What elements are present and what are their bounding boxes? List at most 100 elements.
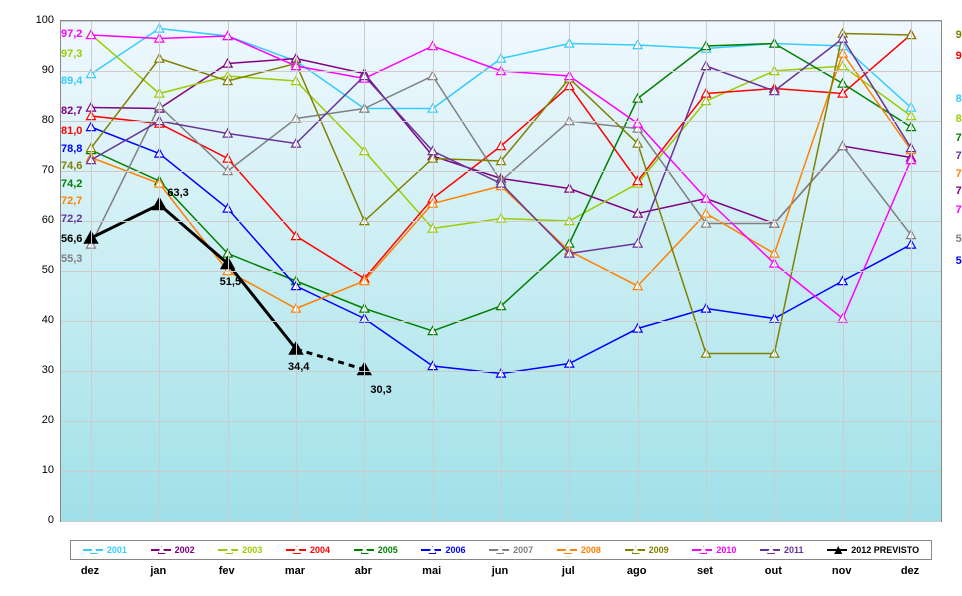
- legend-item: 2012 PREVISTO: [827, 545, 919, 555]
- legend-marker-icon: [361, 546, 369, 554]
- y-tick-label: 100: [36, 14, 54, 26]
- v-gridline: [228, 21, 229, 521]
- start-label: 55,3: [61, 253, 82, 265]
- start-label: 74,6: [61, 160, 82, 172]
- legend-label: 2009: [649, 545, 669, 555]
- legend-marker-icon: [496, 546, 504, 554]
- legend-marker-icon: [632, 546, 640, 554]
- y-tick-label: 40: [42, 314, 54, 326]
- end-label: 78,8: [956, 132, 962, 144]
- x-tick-label: ago: [627, 565, 647, 577]
- v-gridline: [159, 21, 160, 521]
- point-label: 34,4: [288, 361, 309, 373]
- x-tick-label: fev: [219, 565, 235, 577]
- legend-item: 2008: [557, 545, 601, 555]
- x-tick-label: jul: [562, 565, 575, 577]
- legend-marker-icon: [293, 546, 301, 554]
- legend-label: 2003: [242, 545, 262, 555]
- y-tick-label: 90: [42, 64, 54, 76]
- legend-line-icon: [625, 549, 645, 551]
- v-gridline: [296, 21, 297, 521]
- v-gridline: [774, 21, 775, 521]
- y-tick-label: 70: [42, 164, 54, 176]
- legend-label: 2012 PREVISTO: [851, 545, 919, 555]
- legend-marker-icon: [699, 546, 707, 554]
- end-label: 97,2: [956, 29, 962, 41]
- legend-item: 2001: [83, 545, 127, 555]
- legend-item: 2011: [760, 545, 804, 555]
- x-tick-label: mai: [422, 565, 441, 577]
- legend-line-icon: [692, 549, 712, 551]
- y-tick-label: 10: [42, 464, 54, 476]
- end-label: 72,7: [956, 185, 962, 197]
- legend-item: 2005: [354, 545, 398, 555]
- legend-line-icon: [354, 549, 374, 551]
- end-label: 97,3: [956, 50, 962, 62]
- x-tick-label: abr: [355, 565, 372, 577]
- start-label: 81,0: [61, 125, 82, 137]
- start-label: 97,3: [61, 48, 82, 60]
- start-label: 82,7: [61, 105, 82, 117]
- end-label: 74,6: [956, 150, 962, 162]
- legend-item: 2004: [286, 545, 330, 555]
- y-tick-label: 0: [48, 514, 54, 526]
- legend-marker-icon: [90, 546, 98, 554]
- legend-marker-icon: [225, 546, 233, 554]
- legend-item: 2009: [625, 545, 669, 555]
- start-label: 56,6: [61, 233, 82, 245]
- v-gridline: [501, 21, 502, 521]
- x-tick-label: nov: [832, 565, 852, 577]
- gridline: [61, 521, 941, 522]
- legend-item: 2006: [421, 545, 465, 555]
- x-tick-label: set: [697, 565, 713, 577]
- v-gridline: [843, 21, 844, 521]
- point-label: 30,3: [370, 384, 391, 396]
- end-label: 57,2: [956, 233, 962, 245]
- v-gridline: [706, 21, 707, 521]
- legend-item: 2010: [692, 545, 736, 555]
- legend-line-icon: [83, 549, 103, 551]
- chart-container: Energia Armazenada (%EARmax) 01020304050…: [10, 10, 952, 586]
- point-label: 63,3: [167, 187, 188, 199]
- legend-label: 2010: [716, 545, 736, 555]
- v-gridline: [569, 21, 570, 521]
- legend-line-icon: [151, 549, 171, 551]
- legend-item: 2007: [489, 545, 533, 555]
- y-tick-label: 50: [42, 264, 54, 276]
- legend-label: 2002: [175, 545, 195, 555]
- legend-label: 2008: [581, 545, 601, 555]
- start-label: 72,2: [61, 213, 82, 225]
- x-tick-label: jun: [492, 565, 509, 577]
- legend: 2001 2002 2003 2004 2005 2006 2007 2008 2009 2010…: [70, 540, 932, 560]
- legend-line-icon: [421, 549, 441, 551]
- legend-line-icon: [827, 549, 847, 551]
- end-label: 81,0: [956, 113, 962, 125]
- legend-label: 2004: [310, 545, 330, 555]
- legend-label: 2011: [784, 545, 804, 555]
- end-label: 55,3: [956, 255, 962, 267]
- v-gridline: [911, 21, 912, 521]
- legend-marker-icon: [767, 546, 775, 554]
- legend-marker-icon: [428, 546, 436, 554]
- y-tick-label: 60: [42, 214, 54, 226]
- legend-line-icon: [557, 549, 577, 551]
- v-gridline: [638, 21, 639, 521]
- legend-marker-icon: [564, 546, 572, 554]
- legend-label: 2001: [107, 545, 127, 555]
- x-tick-label: out: [765, 565, 782, 577]
- legend-marker-icon: [158, 546, 166, 554]
- legend-item: 2002: [151, 545, 195, 555]
- y-tick-label: 80: [42, 114, 54, 126]
- y-tick-label: 20: [42, 414, 54, 426]
- x-tick-label: mar: [285, 565, 305, 577]
- legend-line-icon: [218, 549, 238, 551]
- start-label: 78,8: [61, 143, 82, 155]
- v-gridline: [364, 21, 365, 521]
- start-label: 89,4: [61, 75, 82, 87]
- legend-line-icon: [489, 549, 509, 551]
- end-label: 82,7: [956, 93, 962, 105]
- x-tick-label: jan: [150, 565, 166, 577]
- legend-item: 2003: [218, 545, 262, 555]
- y-axis: 0102030405060708090100: [10, 20, 58, 520]
- y-tick-label: 30: [42, 364, 54, 376]
